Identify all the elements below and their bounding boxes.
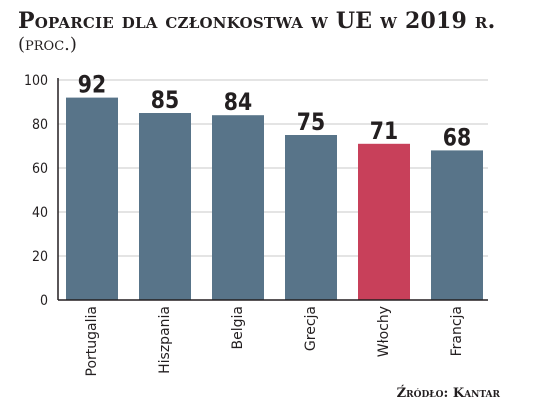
chart-subtitle: (proc.) [18,34,77,55]
bar [285,135,337,300]
bar [358,143,410,300]
x-tick-label: Belgia [230,306,246,349]
data-label: 71 [370,117,398,145]
data-label: 68 [443,124,471,152]
data-label: 85 [151,86,179,114]
y-tick-label: 20 [32,249,48,265]
data-label: 92 [78,71,106,99]
data-label: 75 [297,108,325,136]
chart-title: Poparcie dla członkostwa w UE w 2019 r. [18,8,496,34]
bar [66,97,118,300]
y-tick-label: 80 [32,117,48,133]
y-tick-label: 60 [32,161,48,177]
y-tick-labels: 0 20 40 60 80 100 [24,73,48,309]
y-tick-label: 40 [32,205,48,221]
data-label: 84 [224,89,252,117]
source-note: Źródło: Kantar [396,386,500,401]
x-tick-label: Włochy [376,306,392,357]
x-tick-labels: Portugalia Hiszpania Belgia Grecja Włochy Fra… [84,306,465,376]
x-tick-label: Francja [449,306,465,356]
bar [431,150,483,300]
x-tick-label: Hiszpania [157,306,173,374]
grid-lines [58,79,488,257]
bar [212,115,264,300]
x-tick-label: Portugalia [84,306,100,376]
data-labels: 92 85 84 75 71 68 [78,71,471,152]
x-tick-label: Grecja [303,306,319,351]
y-tick-label: 100 [24,73,48,89]
bars [66,97,483,300]
bar [139,113,191,300]
y-tick-label: 0 [40,293,48,309]
